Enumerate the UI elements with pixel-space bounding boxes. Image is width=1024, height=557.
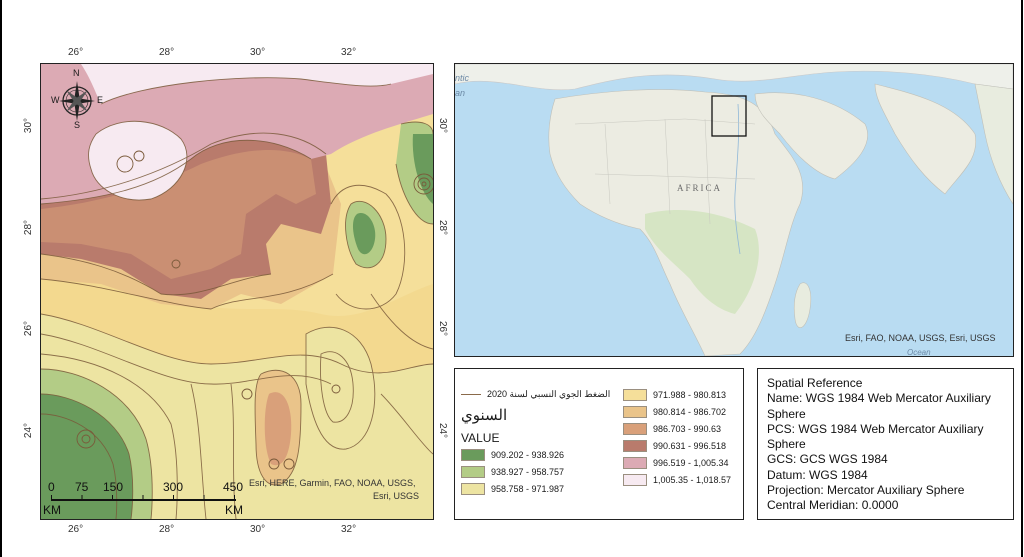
- legend-class-1: 909.202 - 938.926: [461, 449, 564, 461]
- legend-class-2: 938.927 - 958.757: [461, 466, 564, 478]
- legend-range-1: 909.202 - 938.926: [491, 450, 565, 460]
- lat-tick-left-4: 24°: [23, 422, 35, 439]
- frame-right: [1021, 0, 1023, 557]
- legend-class-5: 980.814 - 986.702: [623, 406, 726, 418]
- contour-line-label: الضغط الجوي النسبي لسنة 2020: [487, 389, 611, 399]
- lat-tick-right-2: 28°: [437, 219, 449, 236]
- lat-tick-left-3: 26°: [23, 320, 35, 337]
- spatial-reference-central-meridian: Central Meridian: 0.0000: [767, 498, 899, 513]
- scale-bar-ticks: [51, 495, 236, 501]
- lon-tick-top-1: 26°: [68, 47, 84, 58]
- frame-left: [0, 0, 2, 557]
- lat-tick-left-2: 28°: [23, 219, 35, 236]
- compass-n-label: N: [73, 68, 80, 78]
- lon-tick-bottom-3: 30°: [250, 524, 266, 535]
- scale-bar: 0 75 150 300 450 KM KM: [41, 476, 291, 517]
- legend-swatch-6: [623, 423, 647, 435]
- spatial-reference-gcs: GCS: GCS WGS 1984: [767, 452, 888, 467]
- locator-continent-label: AFRICA: [677, 183, 723, 193]
- spatial-reference-panel: Spatial Reference Name: WGS 1984 Web Mer…: [757, 368, 1014, 520]
- locator-partial-ocean-2: an: [455, 88, 466, 98]
- legend-swatch-2: [461, 466, 485, 478]
- spatial-reference-projection: Projection: Mercator Auxiliary Sphere: [767, 483, 965, 498]
- legend-class-9: 1,005.35 - 1,018.57: [623, 474, 731, 486]
- legend-range-4: 971.988 - 980.813: [653, 390, 727, 400]
- compass-rose-icon: [59, 81, 95, 121]
- locator-attribution: Esri, FAO, NOAA, USGS, Esri, USGS: [845, 333, 996, 343]
- pressure-contour-map[interactable]: N S E W 0 75 150 300 450 KM KM Esri, HER…: [40, 63, 434, 520]
- legend-class-8: 996.519 - 1,005.34: [623, 457, 729, 469]
- lat-tick-right-4: 24°: [437, 422, 449, 439]
- lon-tick-bottom-1: 26°: [68, 524, 84, 535]
- compass-w-label: W: [51, 95, 60, 105]
- scale-unit-left: KM: [43, 503, 61, 517]
- legend-value-heading: VALUE: [461, 431, 500, 445]
- compass-e-label: E: [97, 95, 104, 105]
- locator-map[interactable]: AFRICA ntic an Ocean Esri, FAO, NOAA, US…: [454, 63, 1014, 357]
- lon-tick-top-4: 32°: [341, 47, 357, 58]
- legend-range-5: 980.814 - 986.702: [653, 407, 727, 417]
- legend-swatch-5: [623, 406, 647, 418]
- legend-range-9: 1,005.35 - 1,018.57: [653, 475, 732, 485]
- legend-contour-line-entry: الضغط الجوي النسبي لسنة 2020: [461, 389, 610, 400]
- compass-s-label: S: [74, 120, 81, 130]
- locator-map-svg: [455, 64, 1013, 356]
- lon-tick-bottom-2: 28°: [159, 524, 175, 535]
- contour-line-swatch: [461, 394, 481, 395]
- scale-label-300: 300: [163, 480, 184, 494]
- legend-class-3: 958.758 - 971.987: [461, 483, 564, 495]
- legend-range-2: 938.927 - 958.757: [491, 467, 565, 477]
- spatial-reference-pcs: PCS: WGS 1984 Web Mercator Auxiliary: [767, 421, 984, 436]
- legend-range-6: 986.703 - 990.63: [653, 424, 722, 434]
- legend-swatch-8: [623, 457, 647, 469]
- lon-tick-top-3: 30°: [250, 47, 266, 58]
- scale-label-75: 75: [75, 480, 89, 494]
- spatial-reference-datum: Datum: WGS 1984: [767, 467, 868, 482]
- legend: الضغط الجوي النسبي لسنة 2020 السنوي VALU…: [454, 368, 744, 520]
- main-map-attribution-2: Esri, USGS: [373, 491, 420, 501]
- lon-tick-top-2: 28°: [159, 47, 175, 58]
- legend-swatch-9: [623, 474, 647, 486]
- legend-class-6: 986.703 - 990.63: [623, 423, 721, 435]
- legend-swatch-4: [623, 389, 647, 401]
- main-map-attribution: Esri, HERE, Garmin, FAO, NOAA, USGS,: [249, 478, 416, 488]
- scale-label-0: 0: [48, 480, 55, 494]
- spatial-reference-name: Name: WGS 1984 Web Mercator Auxiliary: [767, 391, 991, 406]
- contour-map-svg: [41, 64, 433, 519]
- lat-tick-left-1: 30°: [23, 117, 35, 134]
- scale-label-150: 150: [103, 480, 124, 494]
- legend-range-7: 990.631 - 996.518: [653, 441, 727, 451]
- spatial-reference-title: Spatial Reference: [767, 376, 863, 390]
- legend-range-3: 958.758 - 971.987: [491, 484, 565, 494]
- spatial-reference-name-cont: Sphere: [767, 406, 806, 421]
- legend-swatch-7: [623, 440, 647, 452]
- scale-unit-right: KM: [225, 503, 243, 517]
- legend-range-8: 996.519 - 1,005.34: [653, 458, 729, 468]
- legend-title-arabic: السنوي: [461, 407, 508, 424]
- lat-tick-right-1: 30°: [437, 117, 449, 134]
- legend-class-4: 971.988 - 980.813: [623, 389, 726, 401]
- scale-label-450: 450: [223, 480, 244, 494]
- legend-swatch-3: [461, 483, 485, 495]
- legend-swatch-1: [461, 449, 485, 461]
- spatial-reference-pcs-cont: Sphere: [767, 437, 806, 452]
- locator-partial-ocean-3: Ocean: [907, 348, 931, 357]
- legend-class-7: 990.631 - 996.518: [623, 440, 726, 452]
- lat-tick-right-3: 26°: [437, 320, 449, 337]
- lon-tick-bottom-4: 32°: [341, 524, 357, 535]
- locator-partial-ocean-1: ntic: [455, 73, 470, 83]
- north-arrow-compass: N S E W: [51, 68, 104, 130]
